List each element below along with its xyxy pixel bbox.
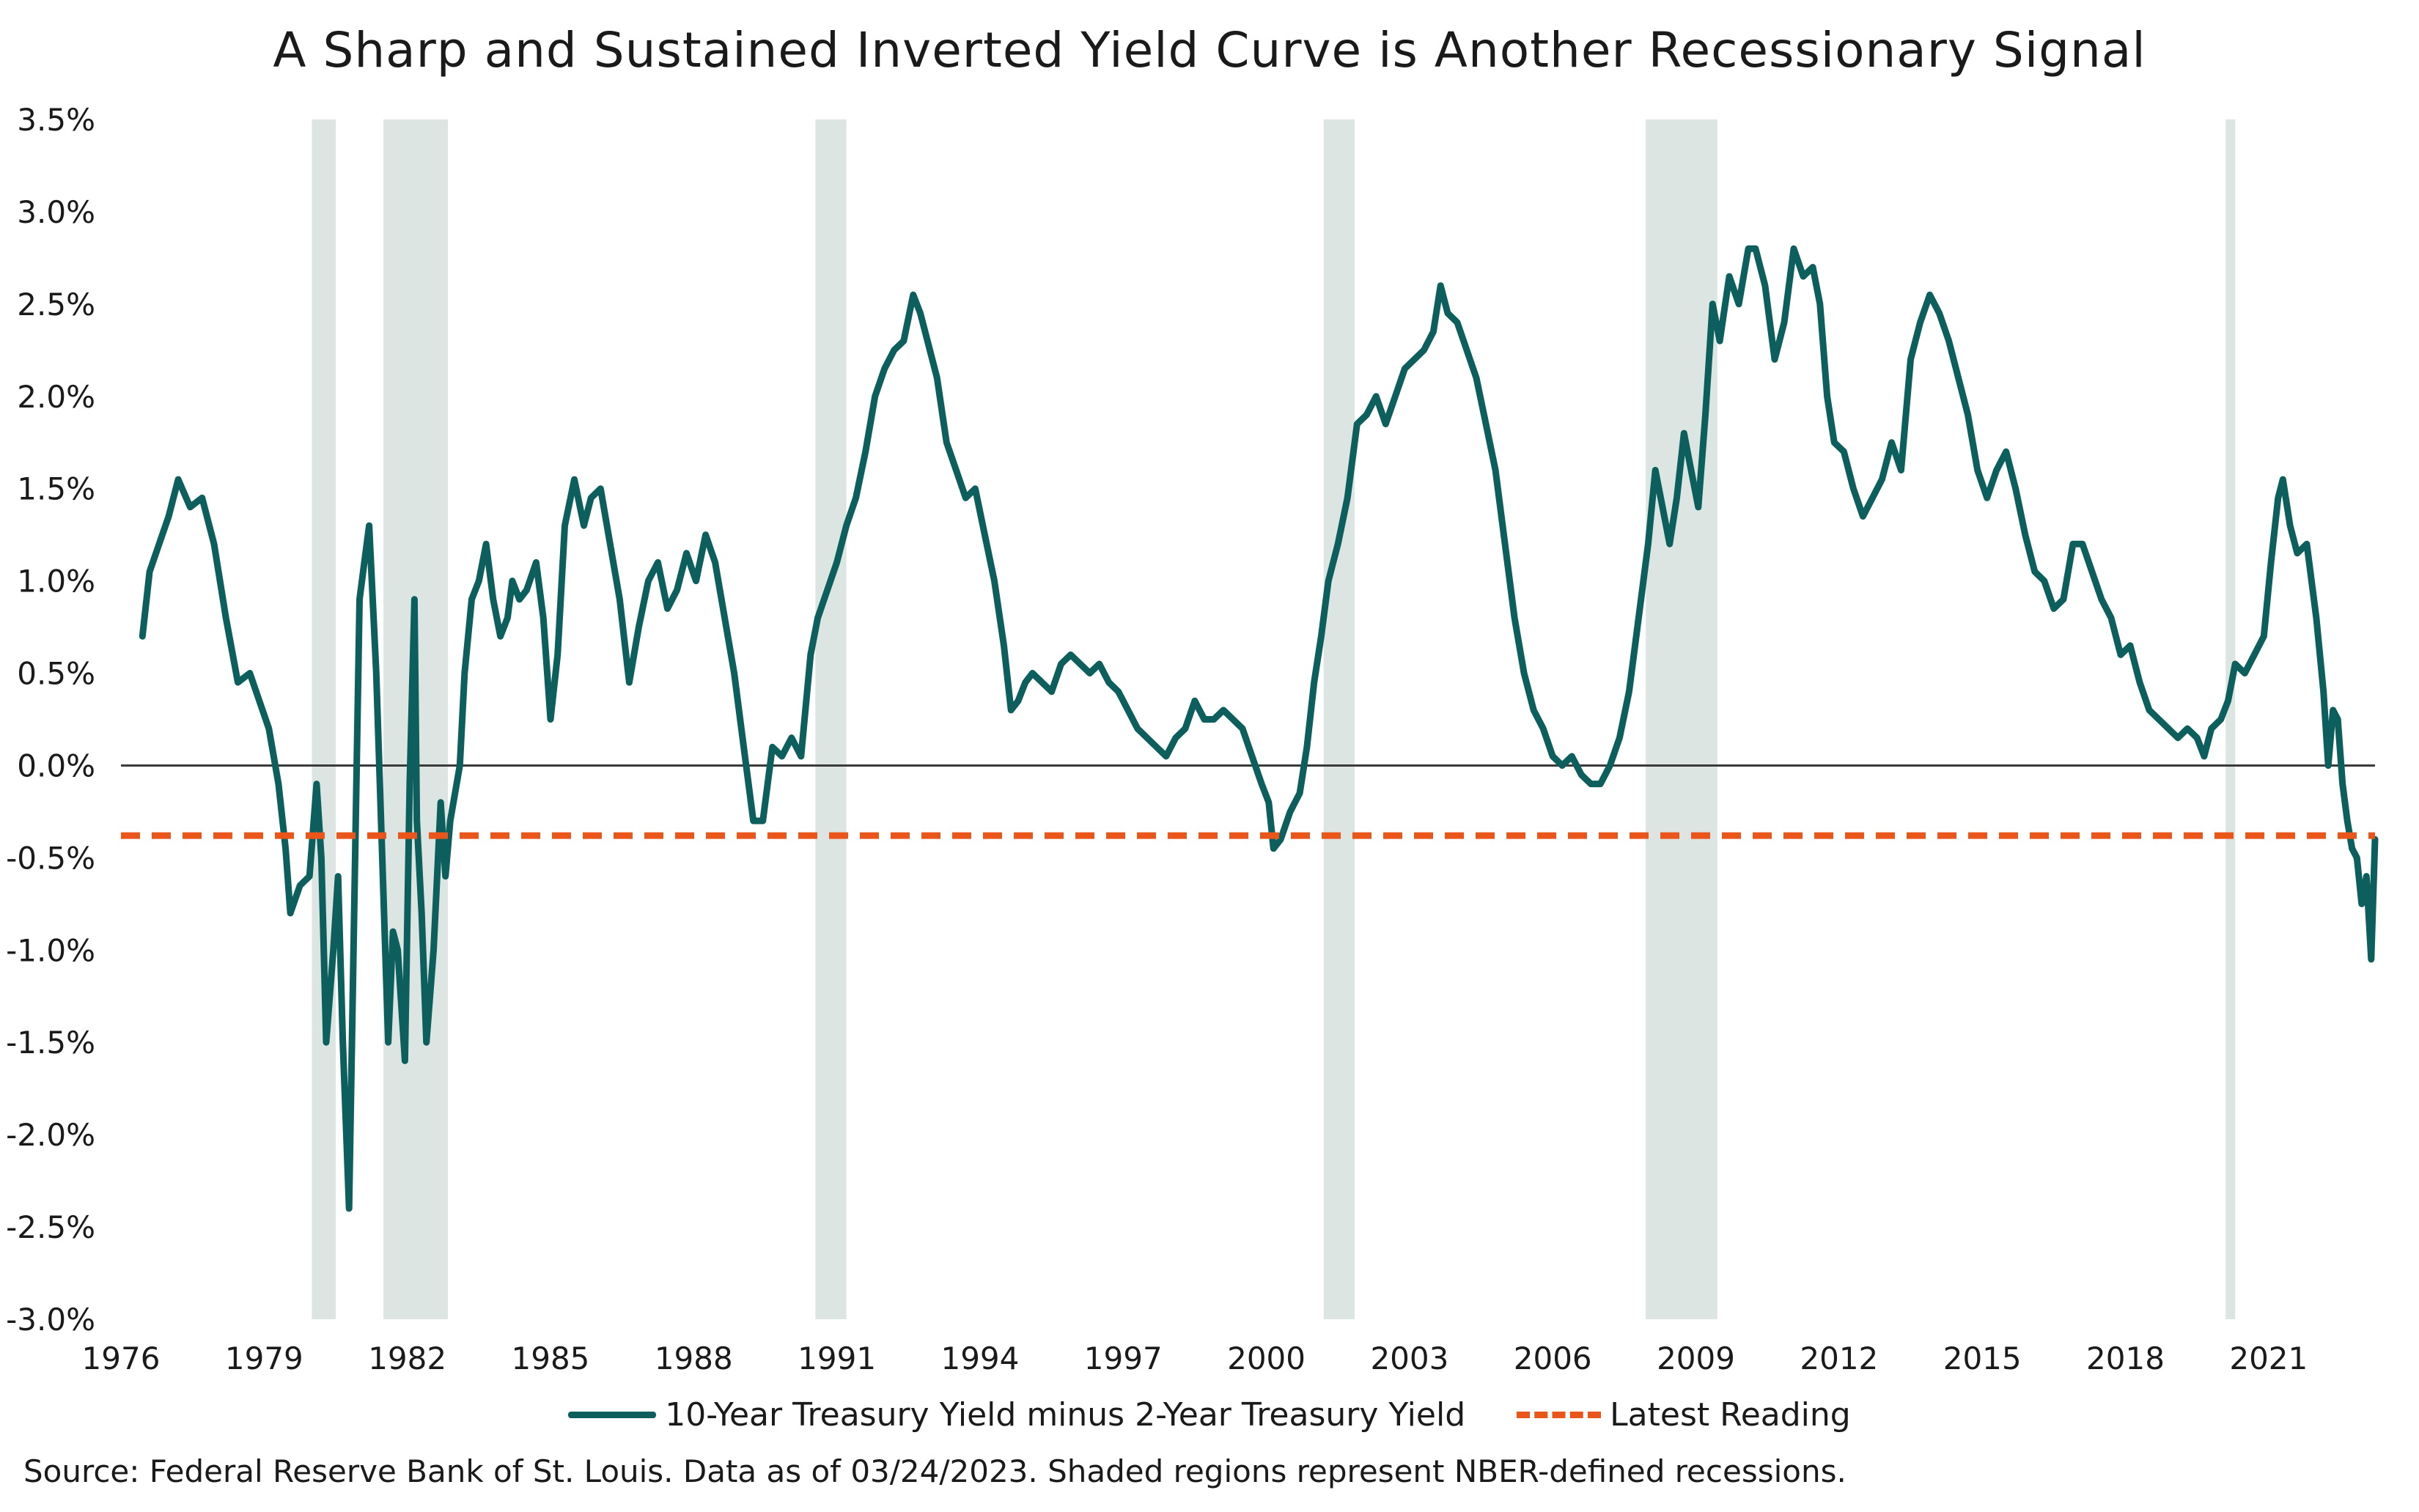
recession-band-4 (1323, 119, 1355, 1319)
y-tick-label: -3.0% (6, 1302, 95, 1338)
recession-band-1 (312, 119, 336, 1319)
legend-swatch-spread (568, 1412, 657, 1418)
series-layer (121, 245, 2379, 1212)
chart-title: A Sharp and Sustained Inverted Yield Cur… (273, 22, 2146, 78)
y-tick-label: 2.5% (17, 287, 95, 322)
chart-legend: 10-Year Treasury Yield minus 2-Year Trea… (0, 1396, 2419, 1434)
tick-label-layer: 3.5% 3.0% 2.5% 2.0% 1.5% 1.0% 0.5% 0.0% -0.5% -1.… (6, 102, 2308, 1376)
x-tick-label: 1991 (798, 1340, 876, 1376)
y-tick-label: 3.0% (17, 194, 95, 230)
x-tick-label: 2003 (1370, 1340, 1448, 1376)
recession-band-6 (2225, 119, 2236, 1319)
y-tick-label: -1.5% (6, 1025, 95, 1061)
series-line-spread (139, 245, 2379, 1212)
y-tick-label: 3.5% (17, 102, 95, 138)
x-tick-label: 2006 (1514, 1340, 1592, 1376)
x-tick-label: 2012 (1800, 1340, 1878, 1376)
x-tick-label: 2000 (1227, 1340, 1306, 1376)
recession-band-5 (1646, 119, 1717, 1319)
legend-swatch-latest (1517, 1412, 1602, 1418)
source-note: Source: Federal Reserve Bank of St. Loui… (23, 1453, 1847, 1489)
recession-band-3 (815, 119, 847, 1319)
legend-label-spread: 10-Year Treasury Yield minus 2-Year Trea… (665, 1396, 1466, 1434)
y-tick-label: -1.0% (6, 932, 95, 968)
x-tick-label: 2021 (2229, 1340, 2308, 1376)
yield-curve-chart: 3.5% 3.0% 2.5% 2.0% 1.5% 1.0% 0.5% 0.0% -0.5% -1.… (6, 102, 2379, 1376)
y-tick-label: 1.5% (17, 471, 95, 507)
x-tick-label: 1988 (655, 1340, 733, 1376)
x-tick-label: 2018 (2086, 1340, 2165, 1376)
recession-shading-layer (312, 119, 2236, 1319)
y-tick-label: -0.5% (6, 840, 95, 876)
x-tick-label: 2015 (1943, 1340, 2022, 1376)
x-tick-label: 1985 (512, 1340, 590, 1376)
x-tick-label: 1979 (225, 1340, 303, 1376)
y-tick-label: 1.0% (17, 564, 95, 600)
x-tick-label: 2009 (1657, 1340, 1735, 1376)
legend-item-latest: Latest Reading (1517, 1396, 1851, 1434)
x-tick-label: 1997 (1084, 1340, 1163, 1376)
legend-item-spread: 10-Year Treasury Yield minus 2-Year Trea… (568, 1396, 1465, 1434)
y-tick-label: 0.5% (17, 656, 95, 692)
y-tick-label: -2.0% (6, 1117, 95, 1153)
x-tick-label: 1976 (82, 1340, 161, 1376)
y-tick-label: 0.0% (17, 748, 95, 783)
y-tick-label: -2.5% (6, 1209, 95, 1245)
y-tick-label: 2.0% (17, 379, 95, 415)
x-tick-label: 1994 (940, 1340, 1019, 1376)
x-tick-label: 1982 (368, 1340, 446, 1376)
legend-label-latest: Latest Reading (1610, 1396, 1851, 1434)
